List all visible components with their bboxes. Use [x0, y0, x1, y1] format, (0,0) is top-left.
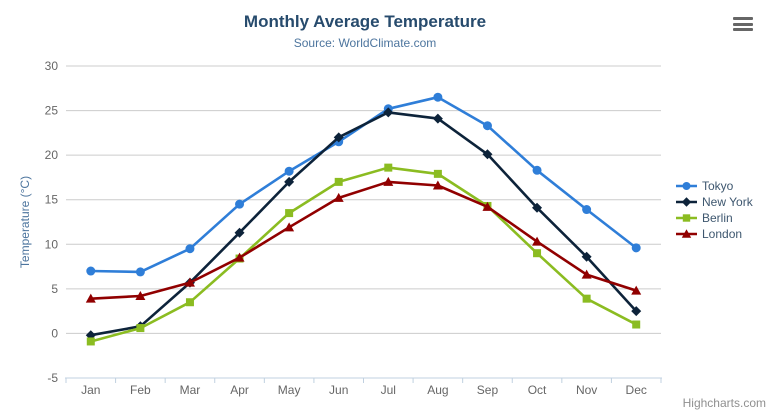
- series-line[interactable]: [89, 180, 638, 301]
- y-tick-label: 0: [51, 326, 58, 340]
- series-london[interactable]: [85, 176, 642, 303]
- data-point[interactable]: [234, 252, 245, 262]
- data-point[interactable]: [581, 269, 592, 279]
- series-line[interactable]: [89, 111, 638, 337]
- legend-item-new-york[interactable]: New York: [676, 194, 753, 210]
- legend: Tokyo New York Berlin London: [676, 178, 753, 242]
- y-tick-label: -5: [47, 371, 58, 385]
- data-point[interactable]: [285, 209, 294, 218]
- data-point[interactable]: [681, 229, 692, 238]
- data-point[interactable]: [136, 324, 145, 333]
- data-point[interactable]: [135, 267, 145, 277]
- x-tick-label: Mar: [180, 383, 201, 397]
- x-tick-label: Apr: [230, 383, 249, 397]
- data-point[interactable]: [533, 249, 542, 258]
- legend-marker-diamond: [676, 197, 697, 207]
- x-tick-label: Jun: [329, 383, 348, 397]
- legend-label: Berlin: [702, 211, 733, 225]
- data-point[interactable]: [284, 222, 295, 232]
- data-point[interactable]: [383, 107, 394, 118]
- data-point[interactable]: [682, 214, 691, 222]
- x-tick-label: Jan: [81, 383, 100, 397]
- data-point[interactable]: [582, 205, 592, 215]
- data-point[interactable]: [681, 197, 692, 207]
- chart-subtitle: Source: WorldClimate.com: [293, 36, 437, 50]
- data-point[interactable]: [482, 201, 493, 211]
- series-line[interactable]: [89, 166, 638, 343]
- data-point[interactable]: [582, 294, 591, 303]
- data-point[interactable]: [384, 163, 393, 172]
- data-point[interactable]: [631, 285, 642, 295]
- credits-link[interactable]: Highcharts.com: [682, 396, 766, 410]
- legend-marker-triangle: [676, 229, 697, 238]
- x-tick-label: Dec: [626, 383, 647, 397]
- data-point[interactable]: [333, 192, 344, 202]
- data-point[interactable]: [631, 243, 641, 253]
- data-point[interactable]: [632, 320, 641, 329]
- data-point[interactable]: [235, 199, 245, 209]
- series-new-york[interactable]: [85, 107, 642, 341]
- data-point[interactable]: [86, 266, 96, 276]
- x-tick-label: Nov: [576, 383, 597, 397]
- hamburger-icon: [733, 28, 753, 31]
- data-point[interactable]: [185, 244, 195, 254]
- chart-title: Monthly Average Temperature: [243, 12, 487, 31]
- data-point[interactable]: [482, 149, 493, 160]
- hamburger-icon: [733, 22, 753, 26]
- legend-label: New York: [702, 195, 753, 209]
- data-point[interactable]: [532, 165, 542, 175]
- x-tick-label: Feb: [130, 383, 151, 397]
- data-point[interactable]: [333, 132, 344, 143]
- legend-marker-circle: [676, 182, 697, 190]
- data-point[interactable]: [532, 236, 543, 246]
- data-point[interactable]: [432, 180, 443, 190]
- y-tick-label: 25: [45, 104, 59, 118]
- data-point[interactable]: [433, 169, 442, 178]
- y-tick-label: 20: [45, 148, 59, 162]
- legend-label: Tokyo: [702, 179, 734, 193]
- y-tick-label: 30: [45, 59, 59, 73]
- legend-item-london[interactable]: London: [676, 226, 753, 242]
- y-tick-label: 5: [51, 282, 58, 296]
- legend-item-tokyo[interactable]: Tokyo: [676, 178, 753, 194]
- data-point[interactable]: [383, 176, 394, 186]
- x-tick-label: Sep: [477, 383, 499, 397]
- export-menu-button[interactable]: [733, 17, 753, 31]
- data-point[interactable]: [234, 227, 245, 238]
- legend-marker-square: [676, 214, 697, 222]
- data-point[interactable]: [284, 166, 294, 176]
- x-tick-label: Oct: [528, 383, 547, 397]
- data-point[interactable]: [184, 277, 195, 287]
- data-point[interactable]: [532, 202, 543, 213]
- data-point[interactable]: [682, 182, 691, 190]
- data-point[interactable]: [631, 306, 642, 317]
- y-tick-label: 15: [45, 193, 59, 207]
- x-tick-label: Jul: [381, 383, 396, 397]
- data-point[interactable]: [85, 293, 96, 303]
- legend-label: London: [702, 227, 743, 241]
- data-point[interactable]: [86, 337, 95, 346]
- y-tick-label: 10: [45, 237, 59, 251]
- x-tick-label: Aug: [427, 383, 448, 397]
- x-tick-label: May: [278, 383, 301, 397]
- data-point[interactable]: [433, 92, 443, 102]
- data-point[interactable]: [334, 177, 343, 186]
- hamburger-icon: [733, 17, 753, 20]
- legend-item-berlin[interactable]: Berlin: [676, 210, 753, 226]
- series-tokyo[interactable]: [86, 92, 641, 277]
- data-point[interactable]: [581, 251, 592, 262]
- data-point[interactable]: [135, 290, 146, 300]
- y-axis-title: Temperature (°C): [18, 175, 32, 269]
- data-point[interactable]: [482, 121, 492, 131]
- data-point[interactable]: [284, 176, 295, 187]
- data-point[interactable]: [185, 298, 194, 307]
- data-point[interactable]: [432, 113, 443, 124]
